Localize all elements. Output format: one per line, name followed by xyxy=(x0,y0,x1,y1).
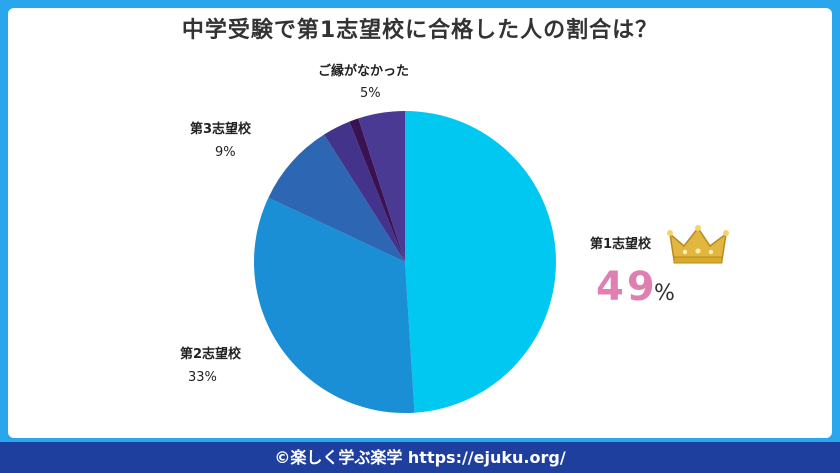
value-second-choice: 33% xyxy=(188,370,217,385)
value-first-choice: 49 xyxy=(596,264,658,310)
value-first-choice-unit: % xyxy=(654,281,675,306)
pie-slice-2 xyxy=(268,134,405,262)
value-no-luck: 5% xyxy=(360,86,381,101)
pie-slices xyxy=(254,111,556,413)
pie-slice-1 xyxy=(254,197,415,413)
pie-slice-4 xyxy=(349,118,405,262)
value-third-choice: 9% xyxy=(215,145,236,160)
crown-icon xyxy=(667,225,729,264)
pie-slice-0 xyxy=(405,111,556,413)
chart-title: 中学受験で第1志望校に合格した人の割合は？ xyxy=(181,18,659,43)
footer-credit: ©楽しく学ぶ楽学 https://ejuku.org/ xyxy=(0,442,840,473)
label-second-choice: 第2志望校 xyxy=(180,347,242,362)
label-first-choice: 第1志望校 xyxy=(590,237,652,252)
label-no-luck: ご縁がなかった xyxy=(318,64,410,79)
pie-slice-3 xyxy=(324,121,405,262)
pie-slice-5 xyxy=(358,111,405,262)
label-third-choice: 第3志望校 xyxy=(190,122,252,137)
